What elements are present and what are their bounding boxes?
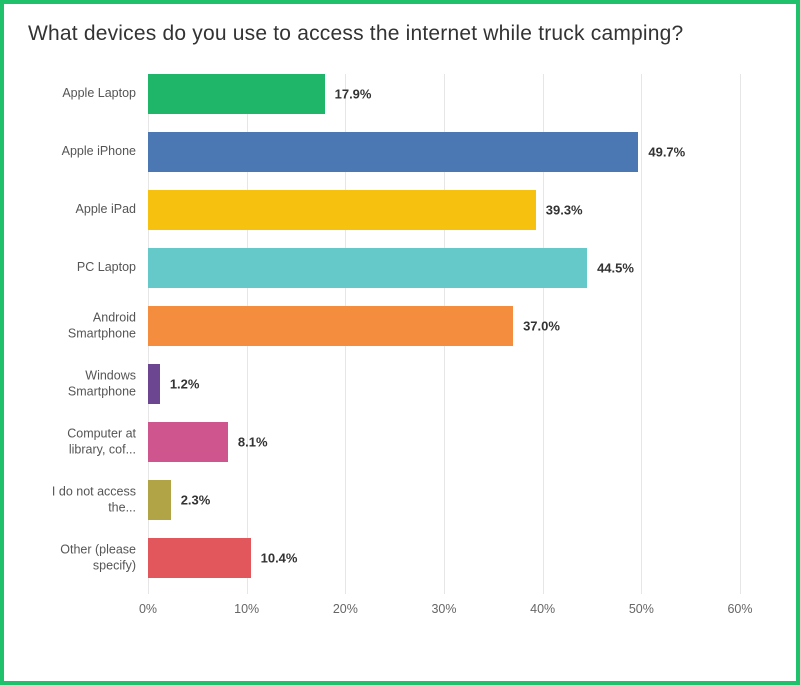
value-label: 37.0% (513, 319, 560, 334)
bar-row: PC Laptop44.5% (148, 248, 740, 288)
bar-row: Computer at library, cof...8.1% (148, 422, 740, 462)
bar: 17.9% (148, 74, 325, 114)
x-tick-label: 60% (727, 602, 752, 616)
category-label: Windows Smartphone (30, 368, 148, 399)
chart-title: What devices do you use to access the in… (28, 22, 780, 46)
x-tick-label: 50% (629, 602, 654, 616)
x-tick-label: 10% (234, 602, 259, 616)
bar: 49.7% (148, 132, 638, 172)
category-label: Apple Laptop (30, 86, 148, 102)
chart-frame: What devices do you use to access the in… (0, 0, 800, 685)
category-label: Computer at library, cof... (30, 426, 148, 457)
x-tick-label: 0% (139, 602, 157, 616)
bar-row: Apple Laptop17.9% (148, 74, 740, 114)
bar-row: Apple iPad39.3% (148, 190, 740, 230)
bar: 1.2% (148, 364, 160, 404)
gridline (740, 74, 741, 594)
bar-row: Other (please specify)10.4% (148, 538, 740, 578)
value-label: 39.3% (536, 203, 583, 218)
value-label: 1.2% (160, 377, 200, 392)
value-label: 44.5% (587, 261, 634, 276)
value-label: 49.7% (638, 145, 685, 160)
category-label: Apple iPad (30, 202, 148, 218)
category-label: Other (please specify) (30, 542, 148, 573)
value-label: 2.3% (171, 493, 211, 508)
bar-row: Android Smartphone37.0% (148, 306, 740, 346)
x-tick-label: 20% (333, 602, 358, 616)
plot: Apple Laptop17.9% Apple iPhone49.7% Apple … (148, 74, 740, 594)
bar: 2.3% (148, 480, 171, 520)
x-tick-label: 30% (431, 602, 456, 616)
bar-row: I do not access the...2.3% (148, 480, 740, 520)
value-label: 17.9% (325, 87, 372, 102)
chart-area: Apple Laptop17.9% Apple iPhone49.7% Apple … (148, 74, 740, 629)
bar: 39.3% (148, 190, 536, 230)
category-label: I do not access the... (30, 484, 148, 515)
bar: 10.4% (148, 538, 251, 578)
category-label: Apple iPhone (30, 144, 148, 160)
bar: 37.0% (148, 306, 513, 346)
value-label: 8.1% (228, 435, 268, 450)
bar: 44.5% (148, 248, 587, 288)
category-label: Android Smartphone (30, 310, 148, 341)
category-label: PC Laptop (30, 260, 148, 276)
bar-row: Apple iPhone49.7% (148, 132, 740, 172)
value-label: 10.4% (251, 551, 298, 566)
x-tick-label: 40% (530, 602, 555, 616)
bar: 8.1% (148, 422, 228, 462)
bar-row: Windows Smartphone1.2% (148, 364, 740, 404)
